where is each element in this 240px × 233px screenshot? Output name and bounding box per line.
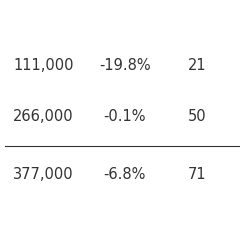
Text: -19.8%: -19.8% [99, 58, 151, 73]
Text: -0.1%: -0.1% [103, 109, 146, 124]
Text: -6.8%: -6.8% [104, 167, 146, 182]
Text: 111,000: 111,000 [13, 58, 73, 73]
Text: 50: 50 [187, 109, 206, 124]
Text: 266,000: 266,000 [13, 109, 73, 124]
Text: 71: 71 [187, 167, 206, 182]
Text: 21: 21 [187, 58, 206, 73]
Text: 377,000: 377,000 [13, 167, 73, 182]
